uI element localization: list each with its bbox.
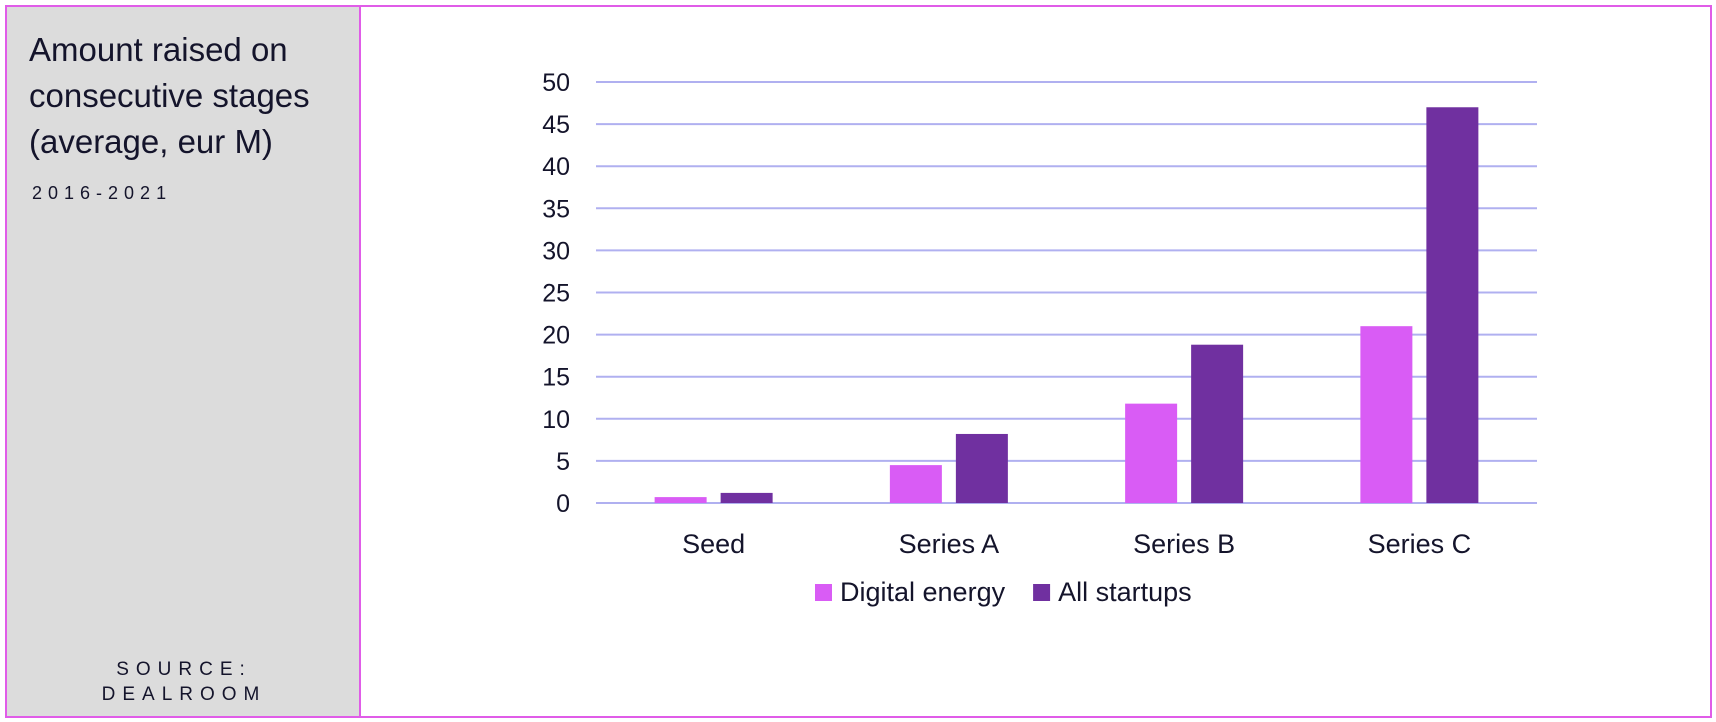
bar-all-startups <box>1426 107 1479 503</box>
y-tick-label: 15 <box>542 364 570 392</box>
source-label: SOURCE: <box>116 659 252 680</box>
x-category-label: Seed <box>682 529 745 559</box>
bar-all-startups <box>1191 344 1244 503</box>
bar-chart: 0 5 10 15 20 25 30 35 40 45 50 Seed Series A Series B… <box>542 69 1537 607</box>
y-tick-label: 10 <box>542 406 570 434</box>
legend-swatch <box>1033 584 1051 601</box>
side-panel: Amount raised on consecutive stages (ave… <box>7 7 361 716</box>
x-category-label: Series A <box>899 529 1000 559</box>
y-tick-label: 50 <box>542 69 570 97</box>
y-tick-label: 25 <box>542 280 570 308</box>
bar-digital-energy <box>889 465 942 503</box>
bar-digital-energy <box>1125 403 1178 503</box>
chart-title: Amount raised on consecutive stages (ave… <box>29 31 310 160</box>
bar-all-startups <box>955 433 1008 503</box>
y-tick-label: 5 <box>556 448 570 476</box>
bar-digital-energy <box>1360 326 1413 503</box>
chart-frame: Amount raised on consecutive stages (ave… <box>5 5 1712 718</box>
year-range: 2016-2021 <box>32 183 173 203</box>
source-note: SOURCE: DEALROOM <box>7 657 361 707</box>
legend-label: Digital energy <box>840 577 1006 607</box>
y-tick-label: 30 <box>542 237 570 265</box>
x-category-label: Series B <box>1133 529 1235 559</box>
source-name: DEALROOM <box>101 684 267 705</box>
x-category-label: Series C <box>1368 529 1472 559</box>
legend-label: All startups <box>1058 577 1192 607</box>
y-tick-label: 20 <box>542 322 570 350</box>
bar-digital-energy <box>654 497 707 503</box>
legend-swatch <box>815 584 832 601</box>
chart-area: 0 5 10 15 20 25 30 35 40 45 50 Seed Series A Series B… <box>363 7 1712 716</box>
y-tick-label: 35 <box>542 195 570 223</box>
y-tick-label: 40 <box>542 153 570 181</box>
bar-all-startups <box>720 492 773 503</box>
y-tick-label: 45 <box>542 111 570 139</box>
y-tick-label: 0 <box>556 490 570 518</box>
